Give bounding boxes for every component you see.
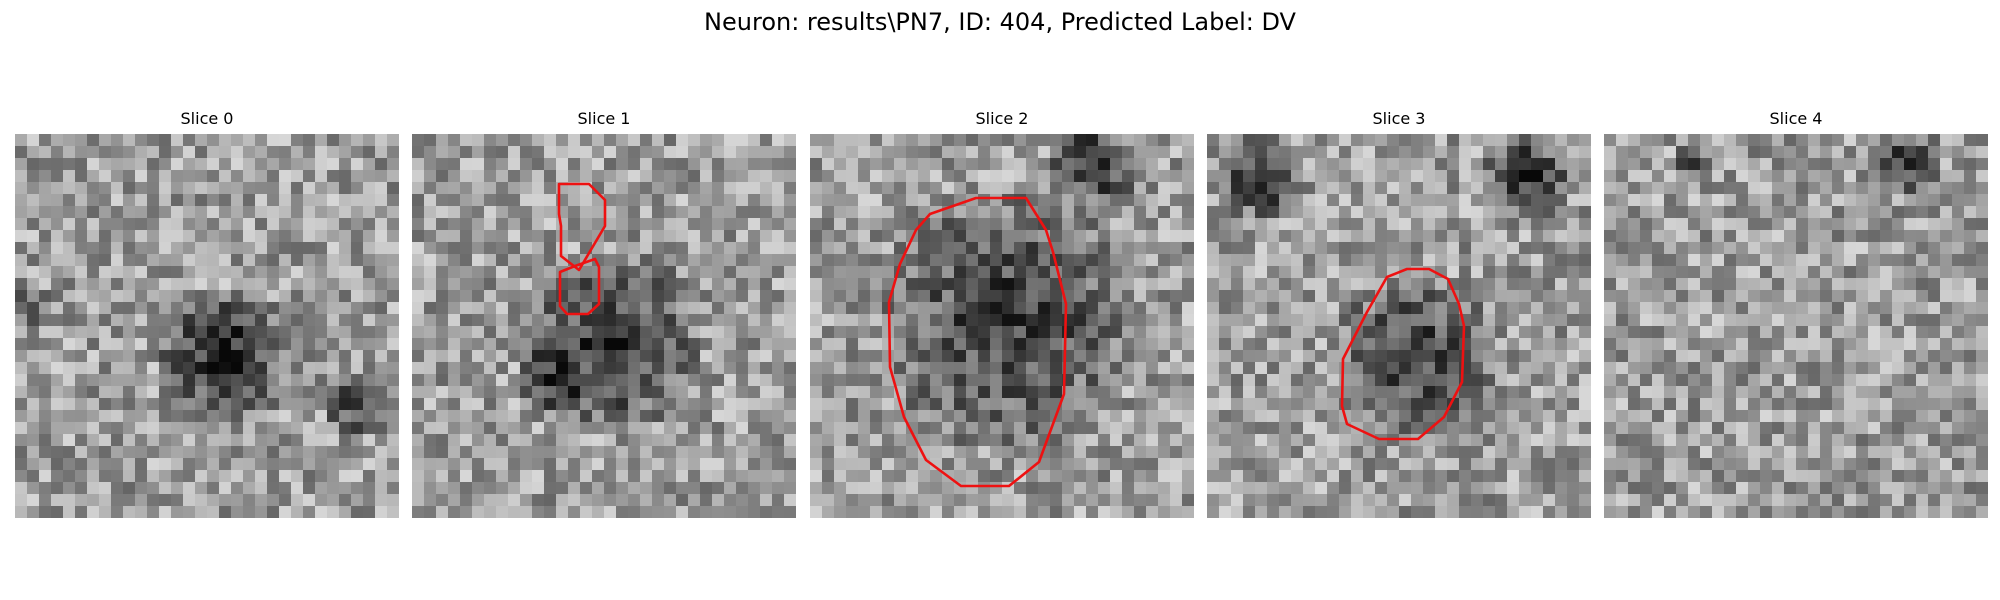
slice-title-3: Slice 3	[1372, 109, 1426, 128]
slice-image-4	[1604, 134, 1988, 518]
slice-title-4: Slice 4	[1769, 109, 1823, 128]
pixel-grid	[15, 134, 399, 518]
slice-panel-4: Slice 4	[1604, 109, 1988, 518]
segmentation-contour-1-1	[558, 257, 601, 316]
slice-panel-2: Slice 2	[810, 109, 1194, 518]
pixel-grid	[1604, 134, 1988, 518]
figure-title: Neuron: results\PN7, ID: 404, Predicted …	[704, 8, 1296, 36]
slice-title-2: Slice 2	[975, 109, 1029, 128]
slice-panel-3: Slice 3	[1207, 109, 1591, 518]
segmentation-contour-2-0	[887, 196, 1068, 488]
slice-title-0: Slice 0	[180, 109, 234, 128]
slice-image-0	[15, 134, 399, 518]
slice-panel-1: Slice 1	[412, 109, 796, 518]
segmentation-contour-1-0	[557, 182, 607, 272]
slice-image-1	[412, 134, 796, 518]
pixel-grid	[810, 134, 1194, 518]
pixel-grid	[412, 134, 796, 518]
slice-image-2	[810, 134, 1194, 518]
slice-panel-0: Slice 0	[15, 109, 399, 518]
slice-title-1: Slice 1	[577, 109, 631, 128]
pixel-grid	[1207, 134, 1591, 518]
slice-image-3	[1207, 134, 1591, 518]
segmentation-contour-3-0	[1340, 267, 1466, 441]
